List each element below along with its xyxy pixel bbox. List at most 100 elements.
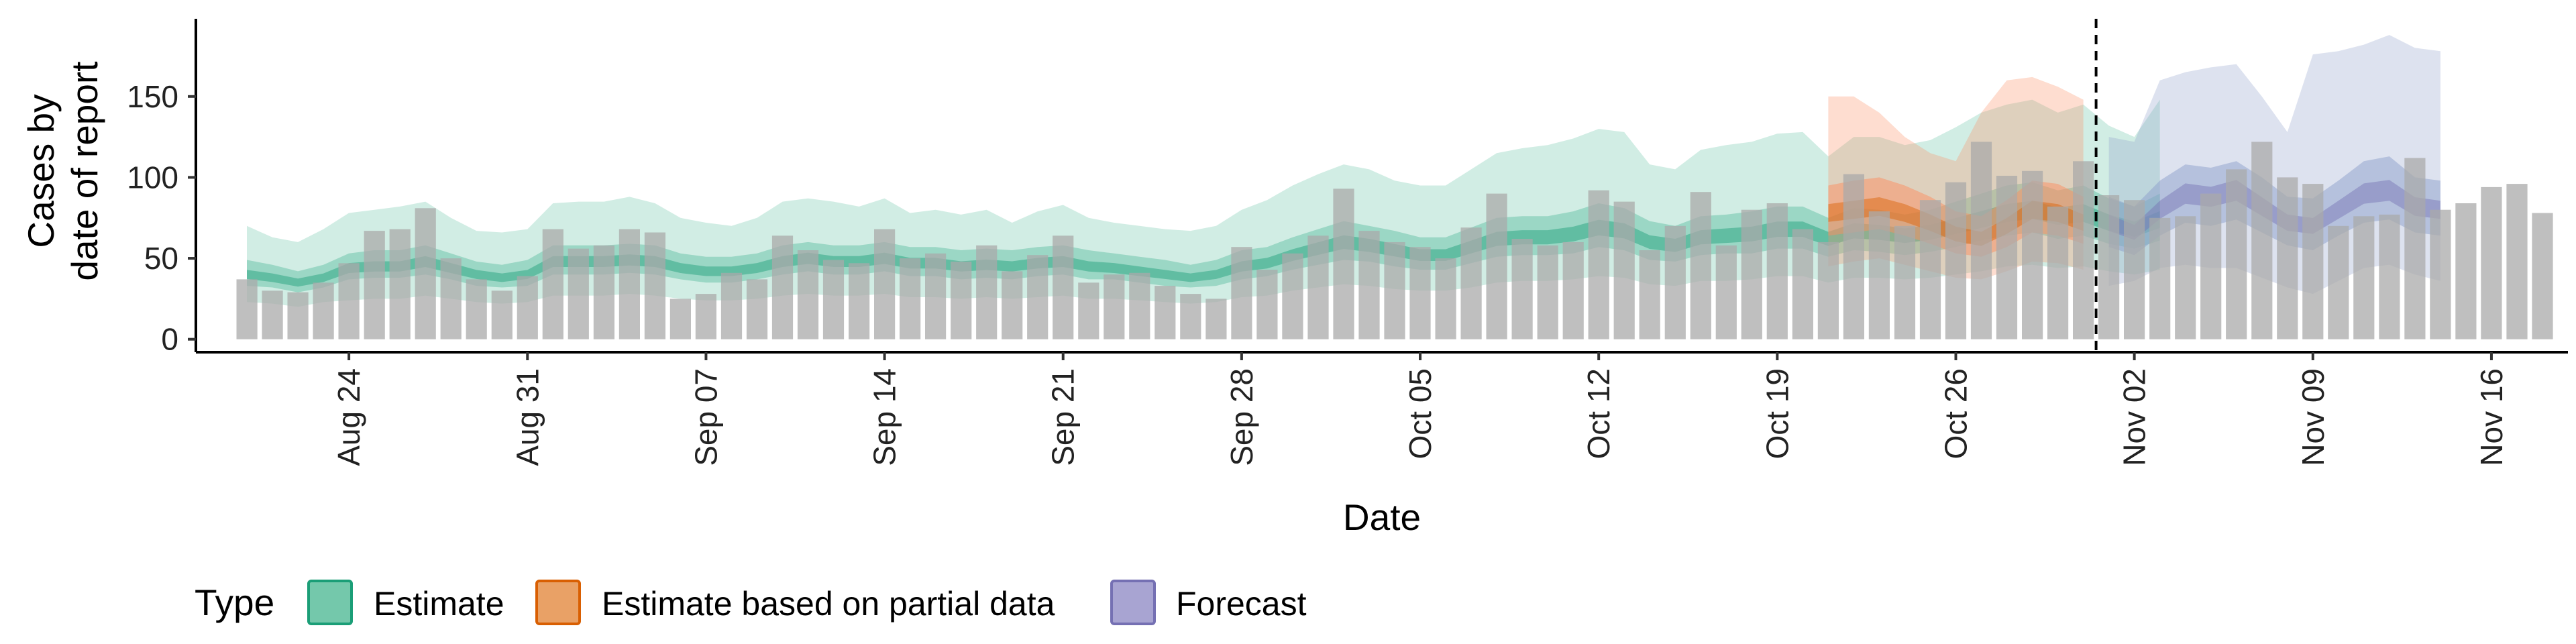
case-bar bbox=[1894, 225, 1916, 339]
case-bar bbox=[440, 258, 462, 339]
case-bar bbox=[568, 248, 589, 339]
case-bar bbox=[2047, 206, 2069, 339]
legend-label-estimate: Estimate bbox=[374, 585, 504, 623]
x-tick-label: Sep 14 bbox=[867, 368, 902, 466]
case-bar bbox=[874, 229, 896, 339]
case-bar bbox=[2455, 203, 2477, 339]
band-50-estimate bbox=[247, 182, 2160, 292]
case-bar bbox=[1282, 253, 1303, 339]
case-bar bbox=[236, 279, 258, 339]
x-tick-label: Oct 12 bbox=[1581, 368, 1616, 460]
case-bar bbox=[797, 250, 819, 339]
case-bar bbox=[2124, 200, 2145, 339]
case-bar bbox=[849, 263, 870, 339]
case-bar bbox=[466, 279, 487, 339]
case-bar bbox=[1307, 235, 1329, 339]
case-bar bbox=[1129, 272, 1150, 339]
x-tick-label: Sep 28 bbox=[1224, 368, 1259, 466]
case-bar bbox=[1333, 189, 1354, 339]
case-bar bbox=[925, 253, 947, 339]
case-bar bbox=[1996, 176, 2018, 339]
case-bar bbox=[1690, 192, 1711, 339]
x-tick-label: Oct 05 bbox=[1403, 368, 1438, 460]
case-bar bbox=[415, 208, 436, 339]
case-bar bbox=[2532, 213, 2553, 339]
case-bar bbox=[2430, 209, 2451, 339]
x-tick-label: Nov 02 bbox=[2117, 368, 2152, 466]
x-tick-label: Sep 21 bbox=[1046, 368, 1081, 466]
x-tick-label: Sep 07 bbox=[688, 368, 723, 466]
case-bar bbox=[2226, 169, 2247, 339]
case-bar bbox=[2073, 161, 2094, 339]
case-bar bbox=[1053, 235, 1074, 339]
case-bar bbox=[2149, 217, 2171, 339]
case-bar bbox=[1792, 229, 1813, 339]
case-bar bbox=[2404, 158, 2426, 339]
case-bar bbox=[1562, 241, 1584, 339]
reported-cases-bars bbox=[236, 142, 2553, 339]
case-bar bbox=[1945, 182, 1967, 339]
legend-key-partial-estimate bbox=[535, 580, 581, 625]
case-bar bbox=[1104, 274, 1125, 339]
case-bar bbox=[1435, 258, 1456, 339]
y-axis-title-line-2: date of report bbox=[64, 61, 105, 280]
legend-label-partial-estimate: Estimate based on partial data bbox=[602, 585, 1055, 623]
case-bar bbox=[1256, 270, 1278, 339]
case-bar bbox=[1868, 211, 1890, 339]
case-bar bbox=[491, 290, 513, 339]
case-bar bbox=[542, 229, 564, 339]
x-tick-label: Oct 26 bbox=[1939, 368, 1974, 460]
case-bar bbox=[287, 292, 309, 339]
case-bar bbox=[1358, 231, 1380, 339]
case-bar bbox=[695, 294, 716, 339]
case-bar bbox=[1613, 201, 1635, 339]
case-bar bbox=[2302, 184, 2324, 339]
case-bar bbox=[1664, 225, 1686, 339]
case-bar bbox=[1843, 174, 1864, 339]
case-bar bbox=[313, 282, 334, 339]
case-bar bbox=[1537, 245, 1558, 339]
case-bar bbox=[1715, 245, 1737, 339]
x-axis-title: Date bbox=[1343, 496, 1421, 538]
case-bar bbox=[720, 272, 743, 339]
legend: Type Estimate Estimate based on partial … bbox=[195, 580, 1307, 625]
case-bar bbox=[338, 263, 360, 339]
case-bar bbox=[976, 245, 998, 339]
case-bar bbox=[771, 235, 794, 339]
case-bar bbox=[619, 229, 640, 339]
case-bar bbox=[1817, 241, 1839, 339]
case-bar bbox=[2022, 170, 2043, 339]
y-tick-label: 100 bbox=[127, 160, 178, 195]
case-bar bbox=[2251, 142, 2273, 339]
case-bar bbox=[1460, 227, 1482, 339]
axes: 0 50 100 150 Aug 24 Aug 31 Sep 07 Sep 14 Sep 21 S… bbox=[127, 19, 2568, 466]
x-tick-label: Nov 09 bbox=[2296, 368, 2330, 466]
legend-label-forecast: Forecast bbox=[1176, 585, 1307, 623]
case-bar bbox=[2175, 216, 2196, 339]
case-bar bbox=[669, 299, 691, 339]
case-bar bbox=[1639, 250, 1660, 339]
case-bar bbox=[822, 260, 845, 339]
x-tick-label: Aug 24 bbox=[331, 368, 366, 466]
case-bar bbox=[951, 261, 972, 339]
median-ribbon-forecast bbox=[2108, 180, 2440, 240]
y-axis-title-line-1: Cases by bbox=[20, 94, 62, 248]
case-bar bbox=[900, 258, 921, 339]
case-bar bbox=[2379, 214, 2400, 339]
case-bar bbox=[517, 276, 538, 339]
case-bar bbox=[2506, 184, 2528, 339]
case-bar bbox=[1231, 247, 1252, 339]
case-bar bbox=[1919, 200, 1941, 339]
case-bar bbox=[1155, 286, 1176, 339]
legend-key-forecast bbox=[1110, 580, 1156, 625]
case-bar bbox=[2277, 177, 2298, 339]
case-bar bbox=[1588, 190, 1609, 339]
case-bar bbox=[2200, 193, 2222, 339]
case-bar bbox=[1486, 193, 1507, 339]
case-bar bbox=[1027, 255, 1049, 339]
case-bar bbox=[2328, 225, 2349, 339]
x-tick-label: Aug 31 bbox=[510, 368, 545, 466]
case-bar bbox=[364, 231, 385, 339]
case-bar bbox=[1205, 299, 1227, 339]
